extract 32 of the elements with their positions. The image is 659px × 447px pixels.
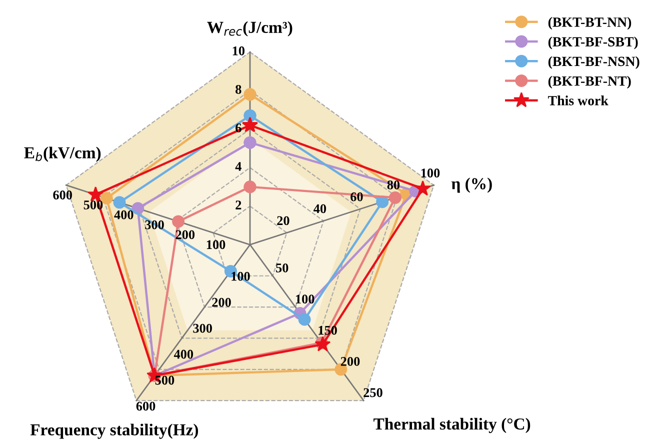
text: 50 xyxy=(276,263,288,272)
legend-label: (BKT-BF-SBT) xyxy=(548,36,638,50)
spoke-label: η (%) xyxy=(451,178,492,193)
text: 200 xyxy=(340,357,360,366)
text: 60 xyxy=(350,192,363,202)
text: 200 xyxy=(176,230,195,240)
text: 100 xyxy=(421,168,440,178)
text: 40 xyxy=(314,204,326,214)
text: 2 xyxy=(236,200,242,210)
text: 400 xyxy=(114,210,134,220)
legend-label: (BKT-BT-NN) xyxy=(548,17,632,30)
spoke-label: W$_{rec}$(J/cm³) xyxy=(207,21,292,36)
spoke-label: Thermal stability (°C) xyxy=(374,418,530,434)
legend-label: (BKT-BF-NT) xyxy=(548,76,631,89)
text: 100 xyxy=(206,240,226,250)
text: 500 xyxy=(155,376,174,385)
text: 4 xyxy=(235,162,242,171)
text: 10 xyxy=(232,46,244,56)
legend-label: This work xyxy=(548,96,608,106)
text: 400 xyxy=(174,350,194,359)
text: 200 xyxy=(212,298,231,307)
text: 20 xyxy=(277,216,290,226)
text: 100 xyxy=(296,294,314,304)
text: 250 xyxy=(364,388,382,398)
text: 300 xyxy=(193,324,212,333)
legend-label: (BKT-BF-NSN) xyxy=(548,56,640,69)
text: 600 xyxy=(136,402,156,411)
spoke-label: Frequency stability(Hz) xyxy=(30,424,198,439)
text: 8 xyxy=(236,84,242,94)
text: 600 xyxy=(53,190,72,200)
spoke-label: E$_{b}$(kV/cm) xyxy=(24,146,101,162)
text: 80 xyxy=(387,180,400,190)
